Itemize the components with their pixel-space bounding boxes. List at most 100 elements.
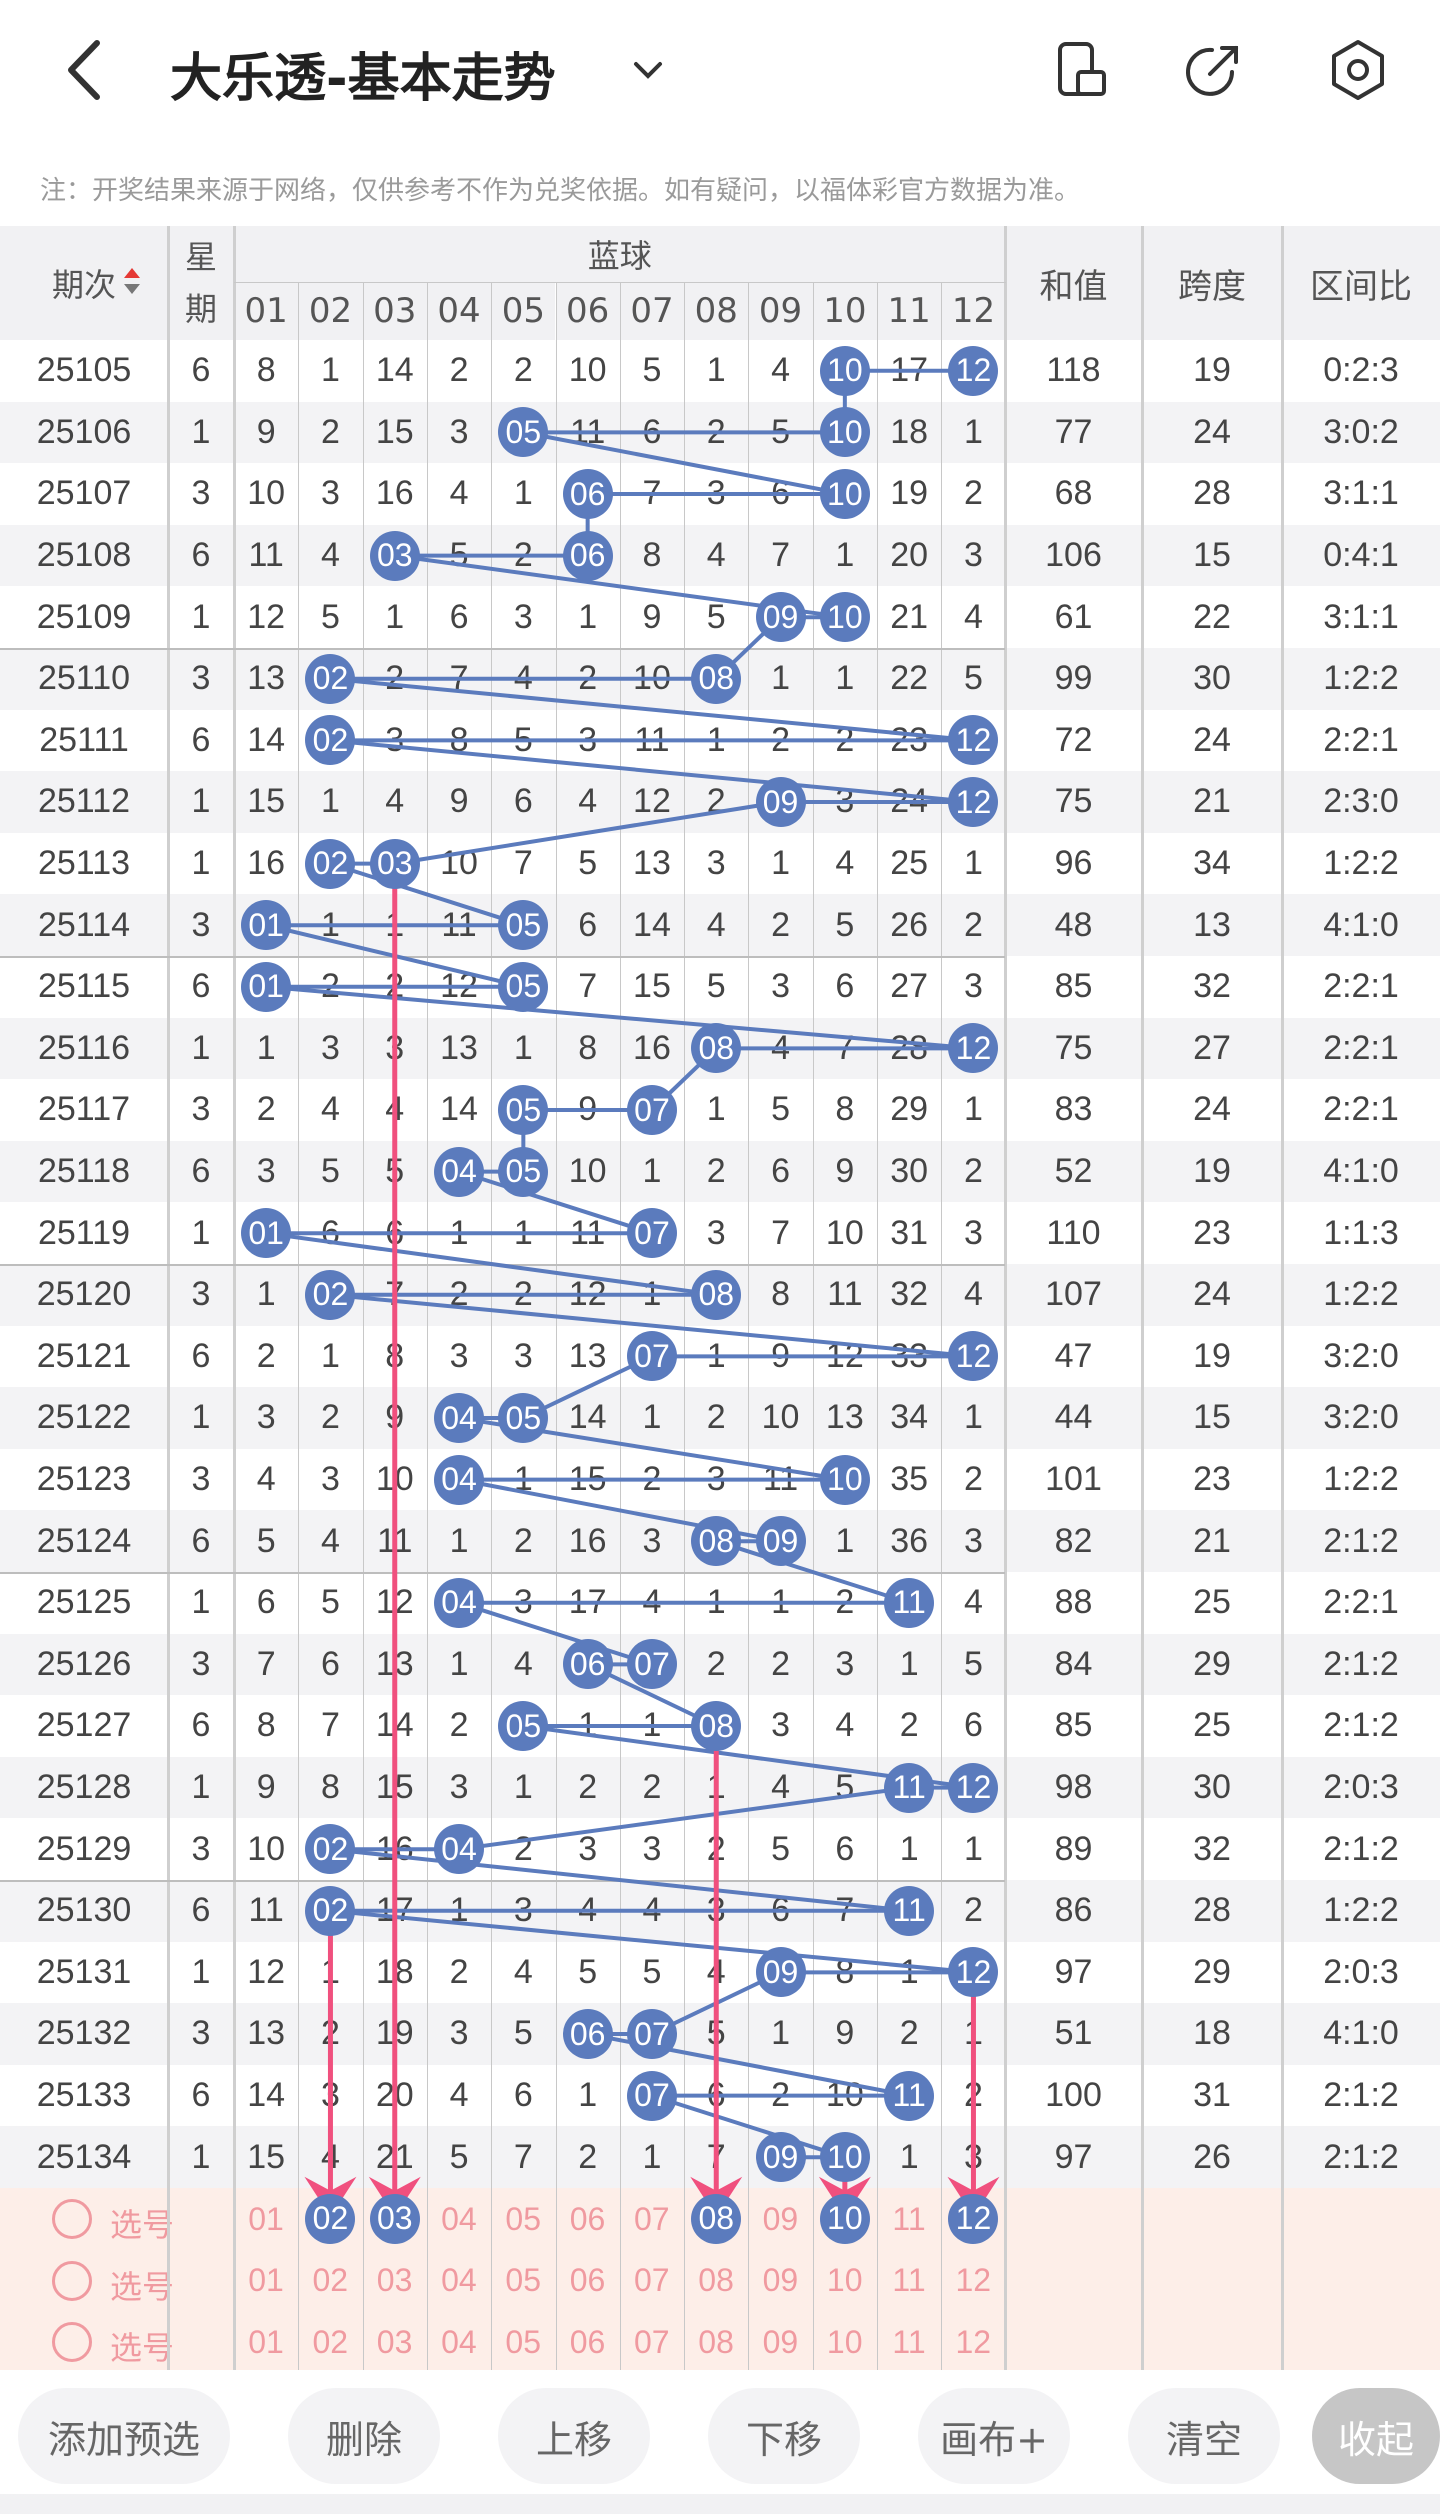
- pick-number[interactable]: 10: [826, 2323, 863, 2360]
- week-cell: 1: [191, 412, 211, 451]
- selected-pick-ball[interactable]: 03: [369, 2193, 420, 2244]
- pick-number[interactable]: 11: [892, 2262, 926, 2299]
- sum-cell: 75: [1054, 1028, 1093, 1067]
- number-cell: 10: [633, 659, 671, 698]
- number-cell: 1: [899, 1829, 919, 1868]
- pick-number[interactable]: 12: [955, 2323, 992, 2360]
- pick-number[interactable]: 04: [441, 2262, 477, 2299]
- pick-number[interactable]: 12: [955, 2262, 992, 2299]
- number-cell: 1: [706, 351, 726, 390]
- column-divider: [167, 226, 170, 2373]
- number-cell: 12: [247, 597, 286, 636]
- number-cell: 3: [449, 2014, 469, 2053]
- number-cell: 27: [890, 967, 929, 1006]
- pick-number[interactable]: 05: [505, 2200, 541, 2237]
- pick-number[interactable]: 09: [762, 2323, 799, 2360]
- number-cell: 1: [963, 2014, 983, 2053]
- number-cell: 4: [963, 1275, 983, 1314]
- pick-radio[interactable]: [52, 2322, 92, 2363]
- week-cell: 6: [191, 536, 211, 575]
- hit-ball: 03: [369, 530, 420, 581]
- issue-cell: 25125: [36, 1583, 132, 1622]
- delete-button[interactable]: 删除: [288, 2388, 440, 2484]
- pick-radio[interactable]: [52, 2199, 92, 2239]
- hit-ball: 02: [305, 1269, 356, 1320]
- column-header-number: 04: [426, 282, 492, 340]
- selected-pick-ball[interactable]: 12: [948, 2193, 999, 2244]
- share-icon[interactable]: [1182, 38, 1246, 102]
- back-arrow-icon[interactable]: [55, 35, 115, 105]
- number-cell: 9: [835, 2014, 855, 2053]
- selected-pick-ball[interactable]: 02: [305, 2193, 356, 2244]
- pick-number[interactable]: 02: [312, 2323, 349, 2360]
- group-divider: [0, 1880, 1005, 1882]
- number-cell: 4: [642, 1583, 662, 1622]
- number-cell: 12: [825, 1336, 864, 1375]
- pick-radio[interactable]: [52, 2260, 92, 2301]
- pick-number[interactable]: 02: [312, 2262, 349, 2299]
- chevron-down-icon[interactable]: [628, 50, 668, 90]
- number-cell: 2: [899, 1706, 919, 1745]
- pick-number[interactable]: 04: [441, 2200, 477, 2237]
- issue-cell: 25117: [37, 1090, 131, 1129]
- number-cell: 2: [771, 720, 790, 759]
- hit-ball: 12: [948, 715, 999, 766]
- number-cell: 3: [771, 967, 790, 1006]
- clear-button[interactable]: 清空: [1128, 2388, 1280, 2484]
- pick-number[interactable]: 06: [569, 2262, 606, 2299]
- hit-ball: 10: [819, 2132, 870, 2183]
- sum-cell: 48: [1054, 905, 1093, 944]
- sum-cell: 68: [1054, 474, 1093, 513]
- hit-ball: 06: [562, 2009, 613, 2059]
- pick-number[interactable]: 03: [376, 2262, 413, 2299]
- pick-number[interactable]: 06: [569, 2200, 606, 2237]
- pick-number[interactable]: 05: [505, 2323, 541, 2360]
- selected-pick-ball[interactable]: 10: [819, 2193, 870, 2244]
- pick-number[interactable]: 04: [441, 2323, 477, 2360]
- settings-icon[interactable]: [1326, 38, 1390, 102]
- pick-number[interactable]: 07: [634, 2200, 670, 2237]
- move-up-button[interactable]: 上移: [498, 2388, 650, 2484]
- pick-number[interactable]: 09: [762, 2262, 799, 2299]
- pick-number[interactable]: 09: [762, 2200, 799, 2237]
- pick-number[interactable]: 11: [892, 2200, 926, 2237]
- hit-ball: 05: [498, 1146, 549, 1197]
- number-cell: 10: [825, 2076, 864, 2115]
- pick-number[interactable]: 11: [892, 2323, 926, 2360]
- issue-cell: 25128: [36, 1768, 132, 1807]
- pick-number[interactable]: 01: [248, 2323, 284, 2360]
- number-cell: 14: [247, 2076, 286, 2115]
- span-cell: 30: [1193, 659, 1231, 698]
- ratio-cell: 2:2:1: [1323, 720, 1399, 759]
- pick-label: 选号: [110, 2206, 175, 2244]
- pick-number[interactable]: 06: [569, 2323, 606, 2360]
- pick-number[interactable]: 08: [698, 2262, 734, 2299]
- pick-number[interactable]: 07: [634, 2262, 670, 2299]
- number-cell: 2: [578, 2137, 598, 2176]
- pick-number[interactable]: 01: [248, 2262, 284, 2299]
- portrait-toggle-icon[interactable]: [1050, 38, 1114, 102]
- span-cell: 34: [1193, 844, 1231, 883]
- ratio-cell: 2:1:2: [1323, 2137, 1399, 2176]
- move-down-button[interactable]: 下移: [708, 2388, 860, 2484]
- sum-cell: 96: [1054, 844, 1093, 883]
- selected-pick-ball[interactable]: 08: [691, 2193, 742, 2244]
- week-cell: 1: [191, 1213, 211, 1252]
- number-cell: 3: [963, 1521, 983, 1560]
- span-cell: 26: [1193, 2137, 1231, 2176]
- canvas-plus-button[interactable]: 画布+: [918, 2388, 1070, 2484]
- add-preselect-button[interactable]: 添加预选: [18, 2388, 230, 2484]
- collapse-button[interactable]: 收起: [1312, 2388, 1440, 2484]
- sort-arrows-icon[interactable]: [122, 266, 142, 296]
- pick-number[interactable]: 05: [505, 2262, 541, 2299]
- number-cell: 5: [963, 1644, 983, 1683]
- pick-number[interactable]: 01: [248, 2200, 284, 2237]
- pick-number[interactable]: 10: [826, 2262, 863, 2299]
- pick-number[interactable]: 08: [698, 2323, 734, 2360]
- number-cell: 6: [771, 1891, 790, 1930]
- pick-number[interactable]: 03: [376, 2323, 413, 2360]
- number-cell: 8: [256, 1706, 276, 1745]
- column-header-issue[interactable]: 期次: [0, 226, 168, 340]
- pick-number[interactable]: 07: [634, 2323, 670, 2360]
- number-cell: 4: [771, 1768, 790, 1807]
